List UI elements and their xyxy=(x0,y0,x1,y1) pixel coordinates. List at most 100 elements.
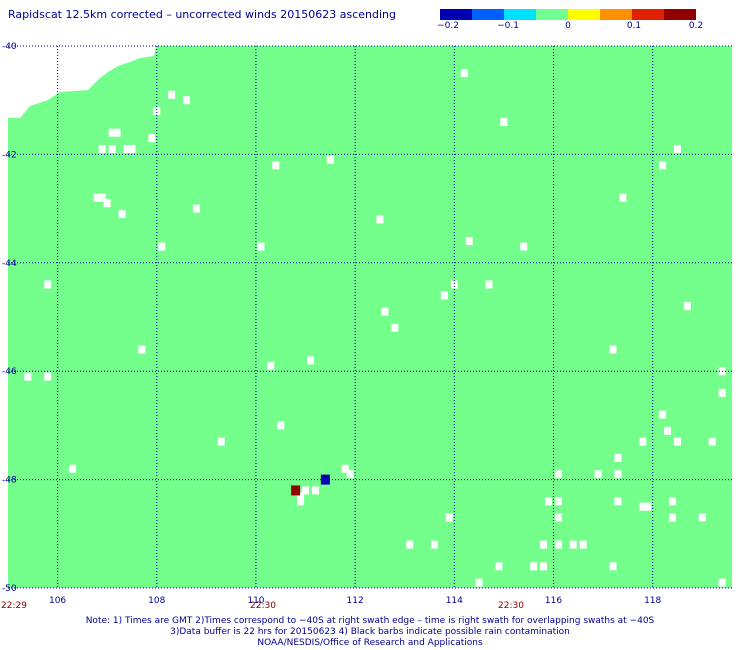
missing-cell xyxy=(168,90,176,99)
missing-cell xyxy=(138,345,146,354)
missing-cell xyxy=(148,134,156,143)
missing-cell xyxy=(406,540,414,549)
missing-cell xyxy=(118,210,126,219)
missing-cell xyxy=(609,562,617,571)
missing-cell xyxy=(644,502,652,511)
axis-labels: -40 -42 -44 -46 -48 -50 106 108 110 112 114 116 118 2… xyxy=(1,42,661,611)
lat-tick-label: -46 xyxy=(2,367,17,377)
colorbar xyxy=(440,9,696,20)
missing-cell xyxy=(718,578,726,587)
value-cell xyxy=(291,485,301,496)
missing-cell xyxy=(569,540,577,549)
missing-cell xyxy=(346,470,354,479)
missing-cell xyxy=(664,426,672,435)
wind-difference-area xyxy=(8,46,732,588)
missing-cell xyxy=(540,562,548,571)
missing-cell xyxy=(554,540,562,549)
missing-cell xyxy=(98,144,106,153)
missing-cell xyxy=(376,215,384,224)
time-label: 22:30 xyxy=(250,601,276,611)
missing-cell xyxy=(153,107,161,116)
missing-cell xyxy=(594,470,602,479)
missing-cell xyxy=(24,372,32,381)
missing-cell xyxy=(123,144,131,153)
missing-cell xyxy=(673,144,681,153)
colorbar-label-max: 0.2 xyxy=(688,21,704,31)
missing-cell xyxy=(68,464,76,473)
missing-cell xyxy=(430,540,438,549)
missing-cell xyxy=(381,307,389,316)
missing-cell xyxy=(530,562,538,571)
missing-cell xyxy=(183,96,191,105)
missing-cell xyxy=(460,69,468,78)
missing-cell xyxy=(311,486,319,495)
missing-cell xyxy=(445,513,453,522)
missing-cell xyxy=(44,372,52,381)
missing-cell xyxy=(639,437,647,446)
lat-tick-label: -48 xyxy=(2,476,17,486)
colorbar-swatch xyxy=(568,9,601,20)
missing-cell xyxy=(297,491,305,500)
missing-cell xyxy=(297,497,305,506)
note-line-2: 3)Data buffer is 22 hrs for 20150623 4) … xyxy=(170,627,570,637)
missing-cell xyxy=(475,578,483,587)
missing-cell xyxy=(272,161,280,170)
missing-cell xyxy=(113,128,121,137)
missing-cell xyxy=(217,437,225,446)
missing-cell xyxy=(500,117,508,126)
missing-cell xyxy=(277,421,285,430)
missing-cell xyxy=(668,497,676,506)
missing-cell xyxy=(614,453,622,462)
note-line-1: Note: 1) Times are GMT 2)Times correspon… xyxy=(85,616,655,626)
missing-cell xyxy=(659,410,667,419)
missing-cell xyxy=(540,540,548,549)
missing-cell xyxy=(267,361,275,370)
missing-cell xyxy=(485,280,493,289)
lon-tick-label: 114 xyxy=(446,596,463,606)
lon-tick-label: 116 xyxy=(545,596,562,606)
missing-cell xyxy=(718,388,726,397)
colorbar-label-pos: 0.1 xyxy=(626,21,642,31)
missing-cell xyxy=(698,513,706,522)
time-label: 22:30 xyxy=(498,601,524,611)
missing-cell xyxy=(619,193,627,202)
lat-tick-label: -44 xyxy=(2,259,17,269)
missing-cell xyxy=(639,502,647,511)
colorbar-label-zero: 0 xyxy=(565,21,571,31)
lon-tick-label: 108 xyxy=(148,596,165,606)
lat-tick-label: -50 xyxy=(2,584,17,594)
time-label: 22:29 xyxy=(1,601,27,611)
missing-cell xyxy=(554,470,562,479)
missing-cell xyxy=(579,540,587,549)
missing-cell xyxy=(465,237,473,246)
colorbar-label-min: −0.2 xyxy=(437,21,459,31)
missing-cell xyxy=(302,486,310,495)
colorbar-swatch xyxy=(440,9,473,20)
missing-cell xyxy=(391,323,399,332)
lat-tick-label: -42 xyxy=(2,150,17,160)
missing-cell xyxy=(520,242,528,251)
missing-cell xyxy=(614,497,622,506)
colorbar-swatch xyxy=(536,9,569,20)
missing-cell xyxy=(306,356,314,365)
missing-cell xyxy=(257,242,265,251)
note-line-3: NOAA/NESDIS/Office of Research and Appli… xyxy=(257,638,483,648)
missing-cell xyxy=(108,128,116,137)
missing-cell xyxy=(673,437,681,446)
lat-lon-grid xyxy=(8,45,732,589)
lon-tick-label: 106 xyxy=(49,596,66,606)
missing-cell xyxy=(103,199,111,208)
missing-cell xyxy=(98,193,106,202)
missing-cell xyxy=(440,291,448,300)
data-cells xyxy=(24,69,740,587)
lat-tick-label: -40 xyxy=(2,42,17,52)
lon-tick-label: 112 xyxy=(347,596,364,606)
colorbar-swatch xyxy=(632,9,665,20)
missing-cell xyxy=(609,345,617,354)
missing-cell xyxy=(683,302,691,311)
map-title: Rapidscat 12.5km corrected – uncorrected… xyxy=(8,8,397,21)
lon-tick-label: 118 xyxy=(644,596,661,606)
missing-cell xyxy=(495,562,503,571)
wind-field xyxy=(8,46,732,588)
